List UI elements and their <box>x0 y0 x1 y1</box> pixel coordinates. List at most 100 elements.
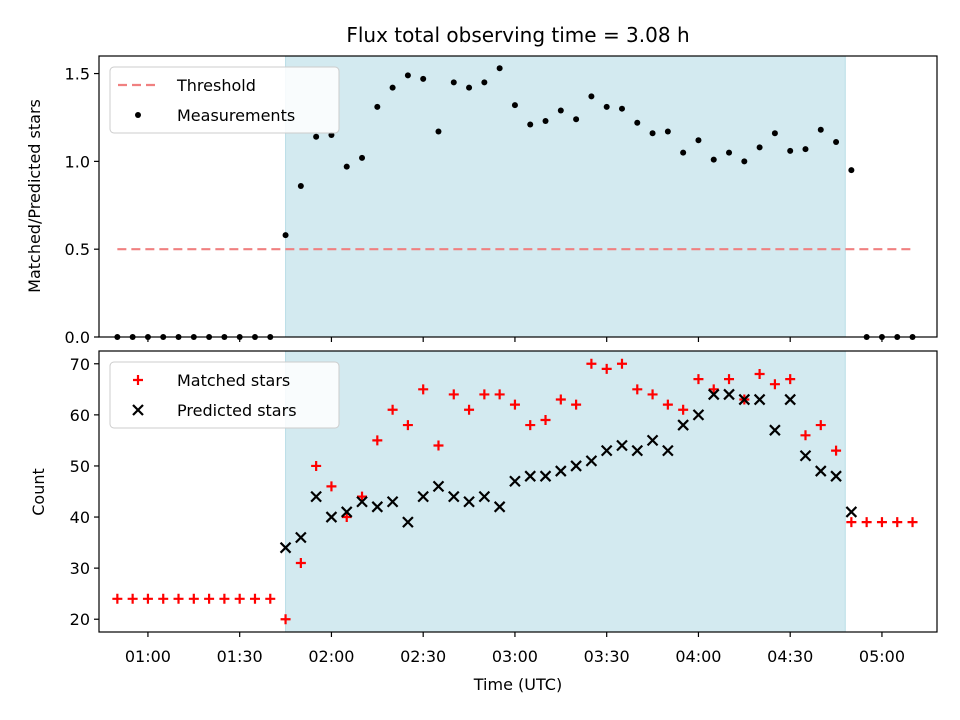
matched-stars-point-10 <box>265 593 276 604</box>
chart-title: Flux total observing time = 3.08 h <box>346 23 689 47</box>
matched-stars-point-20 <box>418 384 429 395</box>
top-frame <box>98 55 938 338</box>
measurements-point-36 <box>664 128 671 135</box>
legend-predicted-stars-marker <box>132 404 144 416</box>
x-tick-label-6: 04:00 <box>675 647 721 666</box>
predicted-stars-point-18 <box>555 465 567 477</box>
matched-stars-point-44 <box>785 374 796 385</box>
matched-stars-point-17 <box>372 435 383 446</box>
predicted-stars-point-1 <box>295 531 307 544</box>
predicted-stars-point-15 <box>509 475 521 488</box>
measurements-point-18 <box>389 84 396 91</box>
measurements-point-21 <box>435 128 442 135</box>
measurements-point-11 <box>282 232 289 239</box>
matched-stars-point-50 <box>876 517 887 528</box>
top-y-tick-label-1: 0.5 <box>65 240 90 259</box>
x-tick-label-4: 03:00 <box>492 647 538 666</box>
matched-stars-point-8 <box>234 593 245 604</box>
predicted-stars-point-26 <box>677 419 689 431</box>
matched-stars-point-29 <box>555 394 566 405</box>
matched-stars-point-1 <box>127 593 138 604</box>
x-tick-label-3: 02:30 <box>400 647 446 666</box>
bottom-y-tick-label-2: 40 <box>70 508 90 527</box>
legend-threshold-label: Threshold <box>176 76 256 95</box>
measurements-point-31 <box>588 93 595 100</box>
matched-stars-point-21 <box>433 440 444 451</box>
predicted-stars-point-13 <box>478 490 491 503</box>
predicted-stars-point-34 <box>799 449 812 462</box>
predicted-stars-point-8 <box>402 516 414 528</box>
predicted-stars-point-24 <box>646 434 659 447</box>
x-tick-label-5: 03:30 <box>584 647 630 666</box>
matched-stars-point-35 <box>647 389 658 400</box>
measurements-point-15 <box>343 163 350 170</box>
predicted-stars-point-4 <box>340 506 353 518</box>
measurements-point-33 <box>618 105 625 112</box>
predicted-stars-point-21 <box>600 444 613 457</box>
top-y-axis-label: Matched/Predicted stars <box>25 99 44 293</box>
measurements-point-26 <box>511 102 518 109</box>
measurements-point-45 <box>802 146 809 153</box>
top-panel: 0.0 0.5 1.0 1.5 Threshold Measurements <box>65 55 938 347</box>
x-tick-label-2: 02:00 <box>308 647 354 666</box>
x-tick-label-7: 04:30 <box>767 647 813 666</box>
bottom-legend <box>109 361 340 429</box>
predicted-stars-point-17 <box>539 470 552 482</box>
matched-stars-point-40 <box>724 374 735 385</box>
bottom-frame <box>98 350 938 633</box>
matched-stars-point-18 <box>387 404 398 415</box>
measurements-point-28 <box>542 117 549 124</box>
predicted-stars-point-20 <box>585 455 598 467</box>
measurements-point-25 <box>496 65 503 72</box>
matched-stars-point-51 <box>892 517 903 528</box>
predicted-stars-point-25 <box>662 444 674 457</box>
measurements-point-30 <box>573 116 580 123</box>
measurements-point-27 <box>527 121 534 128</box>
bottom-y-tick-label-4: 60 <box>70 406 90 425</box>
measurements-point-20 <box>420 75 427 82</box>
measurements-point-19 <box>404 72 411 79</box>
predicted-stars-point-37 <box>845 506 858 518</box>
matched-stars-point-38 <box>693 374 704 385</box>
measurements-point-17 <box>374 103 381 110</box>
matched-stars-point-3 <box>158 593 169 604</box>
measurements-point-24 <box>481 79 488 86</box>
predicted-stars-point-5 <box>356 495 368 508</box>
predicted-stars-point-22 <box>616 439 628 452</box>
measurements-point-40 <box>726 149 733 156</box>
matched-stars-point-42 <box>754 368 765 379</box>
matched-stars-point-2 <box>142 593 153 604</box>
matched-stars-point-32 <box>601 363 612 374</box>
measurements-point-46 <box>817 126 824 133</box>
legend-measurements-label: Measurements <box>177 106 295 125</box>
matched-stars-point-36 <box>662 399 673 410</box>
matched-stars-point-12 <box>295 558 306 569</box>
matched-stars-point-9 <box>249 593 260 604</box>
predicted-stars-point-6 <box>371 501 384 513</box>
top-y-tick-label-3: 1.5 <box>65 65 90 84</box>
measurements-point-22 <box>450 79 457 86</box>
predicted-stars-point-30 <box>738 393 751 406</box>
matched-stars-point-52 <box>907 517 918 528</box>
bottom-y-tick-label-0: 20 <box>70 610 90 629</box>
measurements-point-23 <box>466 84 473 91</box>
measurements-point-38 <box>695 137 702 144</box>
measurements-point-29 <box>557 107 564 114</box>
measurements-point-48 <box>848 167 855 174</box>
matched-stars-point-39 <box>708 384 719 395</box>
top-shaded-interval <box>285 55 846 338</box>
matched-stars-point-7 <box>219 593 230 604</box>
matched-stars-point-15 <box>341 512 352 523</box>
matched-stars-point-24 <box>479 389 490 400</box>
bottom-y-axis-label: Count <box>29 468 48 516</box>
legend-measurements-marker <box>135 112 141 118</box>
measurements-point-34 <box>634 119 641 126</box>
predicted-stars-point-35 <box>815 465 827 477</box>
legend-predicted-stars-label: Predicted stars <box>177 401 297 420</box>
matched-stars-point-31 <box>586 358 597 369</box>
matched-stars-point-11 <box>280 614 291 625</box>
bottom-panel: 20 30 40 50 60 70 01:00 01:30 02:00 02:30 03:00 03:… <box>70 350 938 666</box>
predicted-stars-point-23 <box>631 444 644 457</box>
bottom-y-tick-label-5: 70 <box>70 355 90 374</box>
